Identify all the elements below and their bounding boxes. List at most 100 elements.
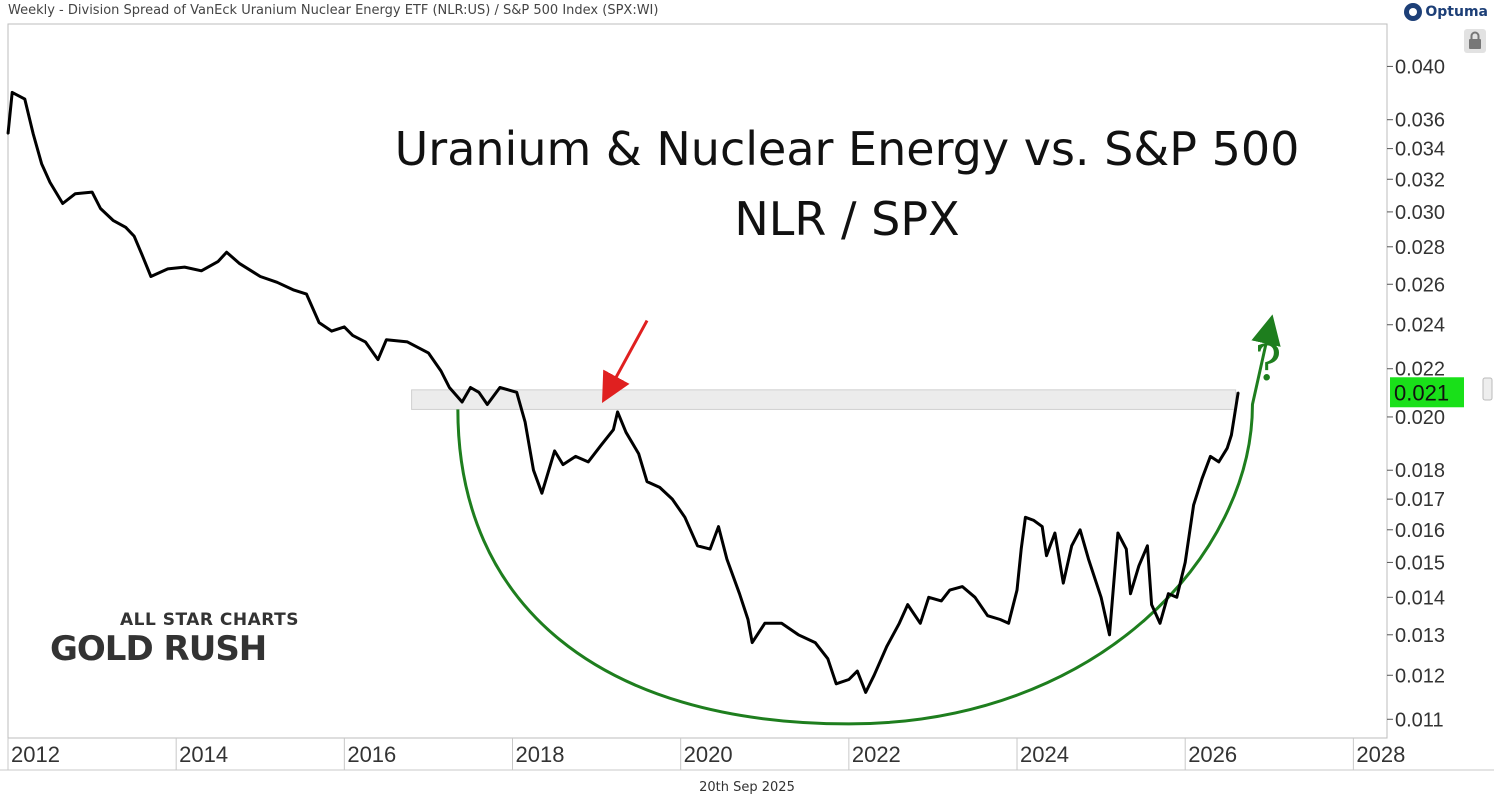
y-tick-label: 0.022 xyxy=(1395,359,1445,381)
price-point xyxy=(856,670,859,672)
price-point xyxy=(276,281,278,284)
price-point xyxy=(61,202,64,205)
y-tick-label: 0.020 xyxy=(1395,407,1445,429)
price-point xyxy=(780,622,783,625)
price-point xyxy=(1125,548,1128,550)
price-point xyxy=(814,641,817,644)
price-point xyxy=(1159,622,1161,625)
price-point xyxy=(1054,532,1056,534)
price-point xyxy=(637,452,640,455)
y-tick-label: 0.017 xyxy=(1395,489,1445,511)
y-tick-label: 0.024 xyxy=(1395,315,1445,337)
price-point xyxy=(1184,561,1186,564)
price-point xyxy=(448,386,451,389)
price-point xyxy=(574,455,577,458)
price-point xyxy=(1146,545,1149,547)
y-tick-label: 0.032 xyxy=(1395,169,1445,191)
price-point xyxy=(986,614,989,617)
last-value-badge xyxy=(1390,377,1464,408)
optuma-logo-text: Optuma xyxy=(1425,4,1488,20)
price-point xyxy=(684,516,686,519)
chart-title: Uranium & Nuclear Energy vs. S&P 500 xyxy=(395,122,1300,176)
price-point xyxy=(1020,548,1023,550)
price-point xyxy=(738,592,741,595)
price-point xyxy=(1033,519,1035,522)
price-point xyxy=(1045,554,1048,557)
price-point xyxy=(478,391,480,394)
price-point xyxy=(873,674,875,677)
optuma-logo: Optuma xyxy=(1404,3,1488,21)
price-point xyxy=(469,386,472,389)
price-point xyxy=(553,450,556,452)
price-point xyxy=(74,192,77,195)
y-tick-label: 0.028 xyxy=(1395,237,1445,259)
price-point xyxy=(541,492,543,495)
price-point xyxy=(499,386,501,389)
price-point xyxy=(217,260,220,263)
scroll-handle[interactable] xyxy=(1482,377,1493,401)
price-point xyxy=(200,270,203,272)
price-point xyxy=(1117,532,1119,534)
lock-icon[interactable] xyxy=(1464,29,1486,53)
price-point xyxy=(40,162,43,165)
y-tick-label: 0.016 xyxy=(1395,520,1445,542)
resistance-band xyxy=(411,389,1237,410)
price-point xyxy=(7,133,9,135)
chart-subtitle: NLR / SPX xyxy=(734,192,959,246)
red-arrow xyxy=(602,319,649,404)
price-point xyxy=(1041,525,1044,528)
price-point xyxy=(751,641,753,644)
price-point xyxy=(259,275,262,278)
y-tick-label: 0.026 xyxy=(1395,274,1445,296)
price-point xyxy=(696,545,699,547)
x-tick-label: 2024 xyxy=(1020,742,1069,767)
price-point xyxy=(124,226,127,229)
date-label: 20th Sep 2025 xyxy=(699,780,795,795)
price-point xyxy=(1226,447,1229,450)
price-point xyxy=(898,622,901,625)
price-point xyxy=(385,338,388,341)
price-point xyxy=(427,352,430,354)
price-point xyxy=(91,191,93,193)
price-point xyxy=(133,235,135,237)
price-point xyxy=(406,341,409,343)
price-point xyxy=(1230,434,1233,436)
price-point xyxy=(1079,528,1081,531)
price-point xyxy=(1108,633,1111,636)
price-point xyxy=(1070,545,1073,547)
price-point xyxy=(961,585,964,588)
y-tick-label: 0.018 xyxy=(1395,460,1445,482)
price-point xyxy=(948,589,951,591)
price-point xyxy=(864,691,867,694)
price-point xyxy=(616,411,619,413)
price-point xyxy=(999,618,1002,621)
price-point xyxy=(1175,596,1178,599)
price-point xyxy=(587,461,589,463)
y-tick-label: 0.036 xyxy=(1395,110,1445,132)
price-point xyxy=(974,596,976,599)
price-point xyxy=(1218,461,1220,463)
price-point xyxy=(1016,589,1018,591)
y-tick-label: 0.015 xyxy=(1395,552,1445,574)
price-point xyxy=(49,181,51,184)
last-value-label: 0.021 xyxy=(1394,380,1449,405)
price-point xyxy=(1062,582,1065,584)
x-tick-label: 2016 xyxy=(347,742,396,767)
price-point xyxy=(166,268,169,270)
price-point xyxy=(112,219,114,222)
price-point xyxy=(305,293,308,295)
y-tick-label: 0.012 xyxy=(1395,665,1445,687)
price-point xyxy=(183,266,186,268)
price-point xyxy=(24,98,26,100)
price-point xyxy=(562,463,564,466)
price-point xyxy=(293,289,295,291)
y-tick-label: 0.014 xyxy=(1395,587,1445,609)
price-point xyxy=(1201,477,1203,480)
y-tick-label: 0.011 xyxy=(1395,709,1444,731)
price-point xyxy=(238,262,241,265)
cup-arc xyxy=(456,314,1281,726)
price-point xyxy=(848,678,850,681)
price-point xyxy=(32,133,35,135)
price-point xyxy=(671,498,674,500)
